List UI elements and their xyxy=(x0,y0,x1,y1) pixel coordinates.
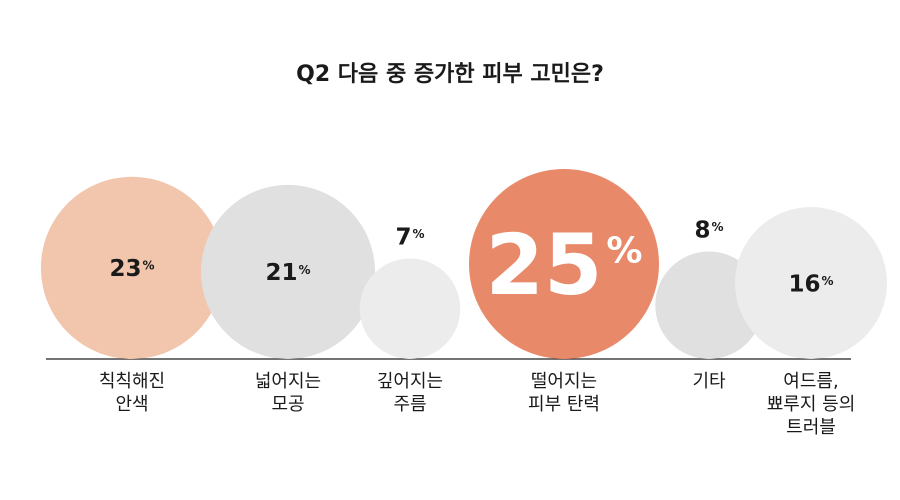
category-label-0: 칙칙해진 안색 xyxy=(98,371,166,415)
value-number: 25 xyxy=(486,216,603,314)
bubble-0 xyxy=(40,176,224,359)
percent-sign: % xyxy=(711,220,723,234)
bubbles-group: 23% 21%7% 25% 8%16% xyxy=(40,169,887,359)
value-number: 23 xyxy=(109,256,141,282)
value-label-4: 8% xyxy=(694,218,723,244)
value-label-2: 7% xyxy=(395,224,424,250)
percent-sign: % xyxy=(606,230,642,271)
value-label-5: 16% xyxy=(788,271,833,297)
value-number: 7 xyxy=(395,224,411,250)
percent-sign: % xyxy=(298,263,310,277)
value-number: 16 xyxy=(788,271,820,297)
category-label-5: 여드름, 뾰루지 등의 트러블 xyxy=(766,371,856,438)
chart-title: Q2 다음 중 증가한 피부 고민은? xyxy=(296,62,604,87)
category-label-2: 깊어지는 주름 xyxy=(376,371,444,415)
percent-sign: % xyxy=(821,274,833,288)
bubble-2 xyxy=(359,258,461,359)
value-label-3: 25% xyxy=(486,216,643,314)
category-label-4: 기타 xyxy=(692,371,726,392)
value-number: 8 xyxy=(694,218,710,244)
bubble-3 xyxy=(469,169,659,359)
value-label-0: 23% xyxy=(109,256,154,282)
percent-sign: % xyxy=(412,227,424,241)
value-label-1: 21% xyxy=(265,260,310,286)
value-number: 21 xyxy=(265,260,297,286)
bubble-5 xyxy=(735,207,887,359)
category-label-1: 넓어지는 모공 xyxy=(254,371,322,415)
bubble-1 xyxy=(200,184,376,359)
category-label-3: 떨어지는 피부 탄력 xyxy=(528,371,600,415)
percent-sign: % xyxy=(142,259,154,273)
